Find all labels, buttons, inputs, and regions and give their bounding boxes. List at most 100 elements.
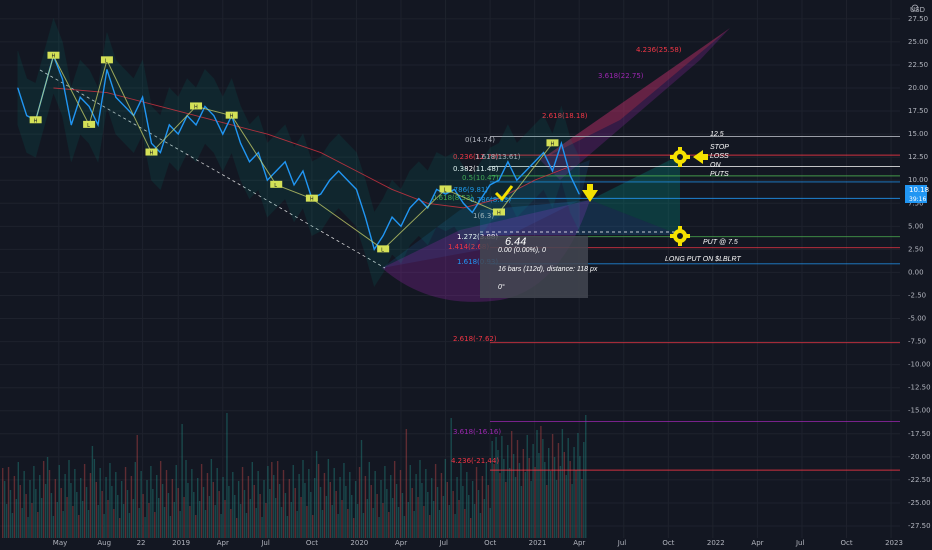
volume-bar (130, 476, 133, 538)
volume-bar (399, 470, 402, 538)
volume-bar (245, 513, 248, 538)
volume-bar (52, 516, 55, 538)
time-tick-label: 2022 (707, 539, 725, 547)
volume-bar (413, 511, 415, 538)
volume-bar (579, 456, 581, 538)
volume-bar (37, 512, 39, 538)
gear-icon (670, 147, 690, 167)
volume-bar (544, 462, 546, 538)
volume-bar (257, 471, 259, 538)
put-target-note: PUT @ 7.5 (703, 239, 738, 246)
volume-bar (337, 514, 339, 538)
volume-bar (280, 507, 283, 538)
volume-bar (136, 435, 138, 538)
volume-bar (518, 463, 521, 538)
price-tick-label: -2.50 (908, 291, 926, 299)
volume-bar (503, 459, 505, 538)
volume-bar (294, 488, 296, 538)
volume-bar (25, 494, 27, 538)
price-point (400, 225, 402, 227)
price-tick-label: -12.50 (908, 384, 931, 392)
volume-bar (263, 480, 265, 538)
price-point (569, 175, 571, 177)
pivot-label: L (105, 58, 108, 64)
volume-bar (284, 493, 287, 538)
pivot-tag (377, 245, 390, 253)
volume-bar (438, 510, 441, 538)
price-tick-label: -15.00 (908, 407, 931, 415)
volume-bar (78, 515, 80, 538)
volume-bar (62, 511, 64, 538)
moving-average-line (53, 87, 571, 209)
volume-bar (228, 486, 230, 538)
volume-bar (41, 498, 43, 538)
price-point (516, 179, 518, 181)
pivot-tag (190, 102, 203, 110)
volume-bar (169, 516, 172, 538)
volume-bar (450, 418, 452, 538)
pivot-tag (493, 208, 506, 216)
volume-bar (148, 503, 150, 538)
fib-label: 1.272(3.88) (457, 233, 498, 241)
volume-bar (195, 515, 197, 538)
price-point (329, 179, 331, 181)
volume-bar (555, 480, 558, 538)
menu-icon[interactable] (911, 4, 919, 12)
pivot-tag (47, 51, 60, 59)
volume-bar (475, 467, 478, 538)
time-axis[interactable]: May Aug 22 2019 Apr Jul Oct 2020 Apr Jul Oct 2021 Ap… (53, 539, 903, 547)
volume-bar (304, 483, 306, 538)
fib-label: 1.414(2.68) (448, 243, 489, 251)
time-tick-label: 2019 (172, 539, 190, 547)
volume-bar (236, 518, 238, 538)
volume-bar (536, 430, 538, 538)
time-tick-label: Oct (841, 539, 853, 547)
volume-bar (171, 479, 174, 538)
volume-bar (534, 467, 536, 538)
volume-bar (107, 500, 109, 538)
price-point (17, 87, 19, 89)
volume-bar (501, 436, 503, 538)
price-point (427, 207, 429, 209)
volume-bar (132, 499, 135, 538)
volume-bar (91, 446, 94, 538)
volume-bar (97, 505, 99, 538)
volume-bar (200, 464, 203, 538)
time-tick-label: Apr (217, 539, 229, 547)
left-arrow-icon (693, 150, 708, 164)
volume-bar (5, 504, 8, 538)
volume-bar (159, 461, 162, 538)
fib-levels[interactable]: 4.236(25.58) 3.618(22.75) 2.618(18.18) 0(14… (432, 46, 900, 471)
volume-bar (212, 482, 214, 538)
price-point (355, 188, 357, 190)
volume-bar (473, 504, 476, 538)
volume-bar (440, 473, 443, 538)
volume-bar (335, 491, 337, 538)
price-point (347, 179, 349, 181)
volume-bar (415, 474, 417, 538)
volume-bar (150, 466, 152, 538)
volume-bar (464, 509, 466, 538)
price-point (480, 198, 482, 200)
price-point (240, 142, 242, 144)
volume-bar (124, 467, 127, 538)
price-point (382, 235, 384, 237)
price-point (462, 202, 464, 204)
volume-bar (298, 474, 300, 538)
price-point (507, 161, 509, 163)
volume-bar (261, 517, 263, 538)
volume-bar (499, 473, 501, 538)
volume-bar (179, 511, 181, 538)
volume-bar (392, 498, 394, 538)
price-axis[interactable]: 27.50 25.00 22.50 20.00 17.50 15.00 12.50 10.00… (908, 15, 931, 530)
volume-bar (296, 511, 298, 538)
volume-bar (15, 499, 18, 538)
pivot-label: L (381, 247, 384, 253)
volume-bar (156, 475, 158, 538)
volume-bar (48, 470, 51, 538)
volume-bar (286, 516, 289, 538)
volume-bar (7, 467, 10, 538)
volume-bar (308, 469, 310, 538)
volume-bar (362, 513, 365, 538)
